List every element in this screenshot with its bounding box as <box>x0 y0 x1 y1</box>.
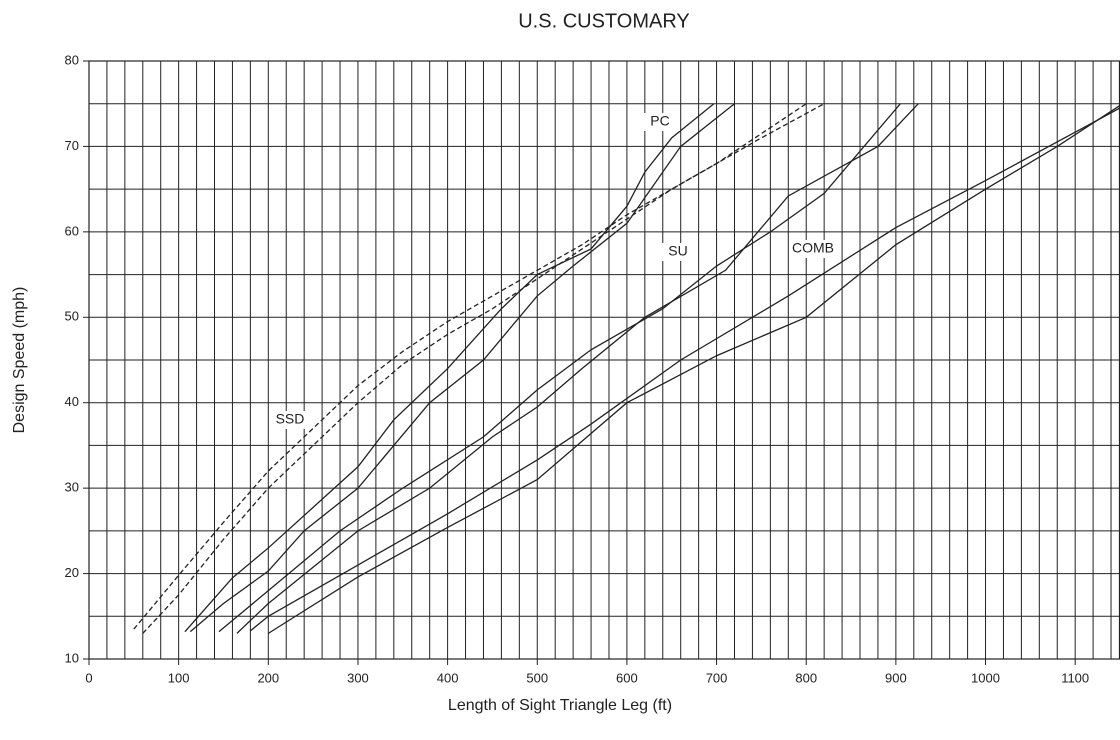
line <box>218 103 901 633</box>
x-tick-label: 900 <box>885 670 907 685</box>
annotation-bg <box>640 113 680 131</box>
x-tick-label: 500 <box>526 670 548 685</box>
x-tick-label: 0 <box>85 670 92 685</box>
line <box>142 103 825 634</box>
y-axis-label: Design Speed (mph) <box>11 287 28 434</box>
x-tick-label: 1100 <box>1061 670 1089 685</box>
annotation-bg <box>270 411 310 429</box>
annotation-bg <box>793 240 833 258</box>
x-tick-label: 1000 <box>971 670 1000 685</box>
x-tick-label: 300 <box>347 670 369 685</box>
x-tick-label: 800 <box>795 670 817 685</box>
x-tick-label: 700 <box>706 670 728 685</box>
line <box>249 107 1120 632</box>
y-tick-label: 50 <box>65 309 79 324</box>
y-tick-label: 30 <box>65 480 79 495</box>
plot-area <box>133 103 1120 634</box>
line <box>236 103 919 634</box>
annotation: SSD <box>276 411 305 427</box>
annotation: COMB <box>792 240 834 256</box>
annotation: SU <box>668 243 687 259</box>
y-tick-label: 70 <box>65 138 79 153</box>
chart-title: U.S. CUSTOMARY <box>518 10 690 32</box>
y-tick-label: 60 <box>65 223 79 238</box>
x-tick-label: 100 <box>168 670 190 685</box>
line <box>133 103 807 630</box>
line <box>189 103 735 633</box>
x-tick-label: 600 <box>616 670 638 685</box>
y-tick-label: 20 <box>65 565 79 580</box>
x-axis-label: Length of Sight Triangle Leg (ft) <box>448 697 672 714</box>
line <box>267 104 1120 634</box>
x-tick-label: 400 <box>437 670 459 685</box>
y-tick-label: 80 <box>65 52 79 67</box>
y-tick-label: 10 <box>65 650 79 665</box>
annotation-bg <box>658 243 698 261</box>
y-tick-label: 40 <box>65 394 79 409</box>
annotation: PC <box>650 113 669 129</box>
x-tick-label: 200 <box>257 670 279 685</box>
line <box>184 103 715 633</box>
